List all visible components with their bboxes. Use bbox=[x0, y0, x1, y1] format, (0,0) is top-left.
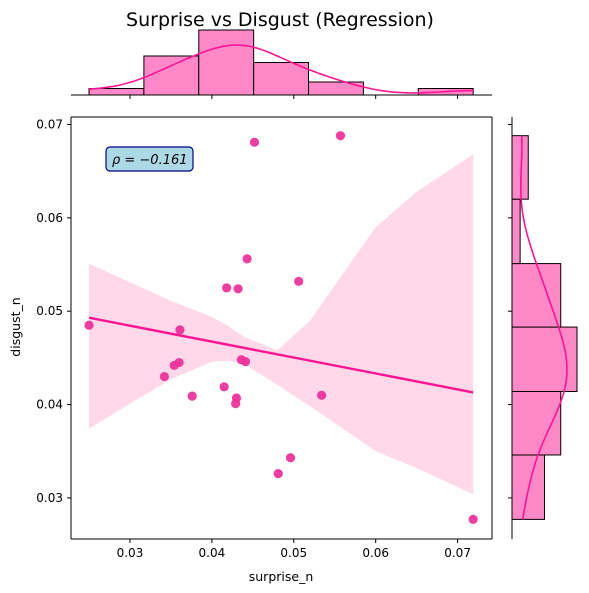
data-point bbox=[187, 391, 197, 401]
data-point bbox=[240, 357, 251, 367]
x-tick-label: 0.07 bbox=[444, 546, 471, 560]
x-tick-label: 0.06 bbox=[362, 546, 389, 560]
data-point bbox=[273, 469, 283, 479]
top-hist-bar bbox=[143, 55, 200, 96]
regression-line bbox=[88, 316, 474, 394]
top-hist-bar bbox=[88, 88, 145, 96]
top-hist-bar bbox=[198, 29, 255, 96]
y-tick-label: 0.05 bbox=[36, 304, 63, 318]
data-point bbox=[159, 371, 169, 382]
x-tick-label: 0.05 bbox=[280, 546, 307, 560]
x-axis-label: surprise_n bbox=[249, 569, 314, 584]
data-point bbox=[249, 137, 260, 147]
right-hist-bar bbox=[511, 198, 521, 265]
data-point bbox=[285, 453, 296, 463]
y-axis-label: disgust_n bbox=[8, 297, 23, 356]
annotation-box-background bbox=[105, 146, 194, 172]
y-tick-label: 0.03 bbox=[36, 491, 63, 505]
confidence-band bbox=[89, 154, 474, 495]
top-hist-bar bbox=[308, 81, 364, 96]
data-point bbox=[294, 276, 304, 286]
chart-title: Surprise vs Disgust (Regression) bbox=[126, 9, 434, 31]
right-hist-bar bbox=[511, 390, 562, 456]
data-point bbox=[222, 283, 232, 293]
right-hist-bar bbox=[511, 326, 578, 392]
data-point bbox=[219, 382, 229, 392]
main-scatter-plot: 0.03 0.04 0.05 0.06 0.07 0.030.040.050.060.0… bbox=[36, 116, 493, 560]
data-point bbox=[174, 357, 184, 368]
x-tick-label: 0.04 bbox=[199, 546, 226, 560]
y-tick-label: 0.04 bbox=[36, 398, 63, 412]
data-point bbox=[335, 131, 346, 141]
y-tick-label: 0.07 bbox=[36, 117, 63, 131]
data-point bbox=[231, 393, 242, 403]
data-point bbox=[468, 514, 478, 524]
y-axis-ticks: 0.03 0.04 0.05 0.06 0.07 bbox=[36, 117, 71, 505]
x-tick-label: 0.03 bbox=[117, 546, 144, 560]
top-marginal-histogram bbox=[71, 29, 492, 99]
data-point bbox=[242, 254, 252, 264]
right-marginal-histogram bbox=[508, 117, 578, 539]
data-point bbox=[233, 284, 243, 294]
right-kde-curve bbox=[520, 135, 568, 520]
right-hist-bar bbox=[511, 263, 562, 328]
scatter-points bbox=[84, 131, 478, 524]
data-point bbox=[175, 325, 185, 335]
x-axis-ticks: 0.03 0.04 0.05 0.06 0.07 bbox=[117, 539, 471, 560]
data-point bbox=[317, 390, 327, 400]
top-hist-bar bbox=[253, 62, 310, 96]
data-point bbox=[84, 320, 94, 330]
y-tick-label: 0.06 bbox=[36, 211, 63, 225]
top-kde-curve bbox=[88, 44, 474, 94]
annotation-box: ρ = −0.161 bbox=[105, 146, 194, 172]
correlation-annotation: ρ = −0.161 bbox=[112, 153, 188, 168]
